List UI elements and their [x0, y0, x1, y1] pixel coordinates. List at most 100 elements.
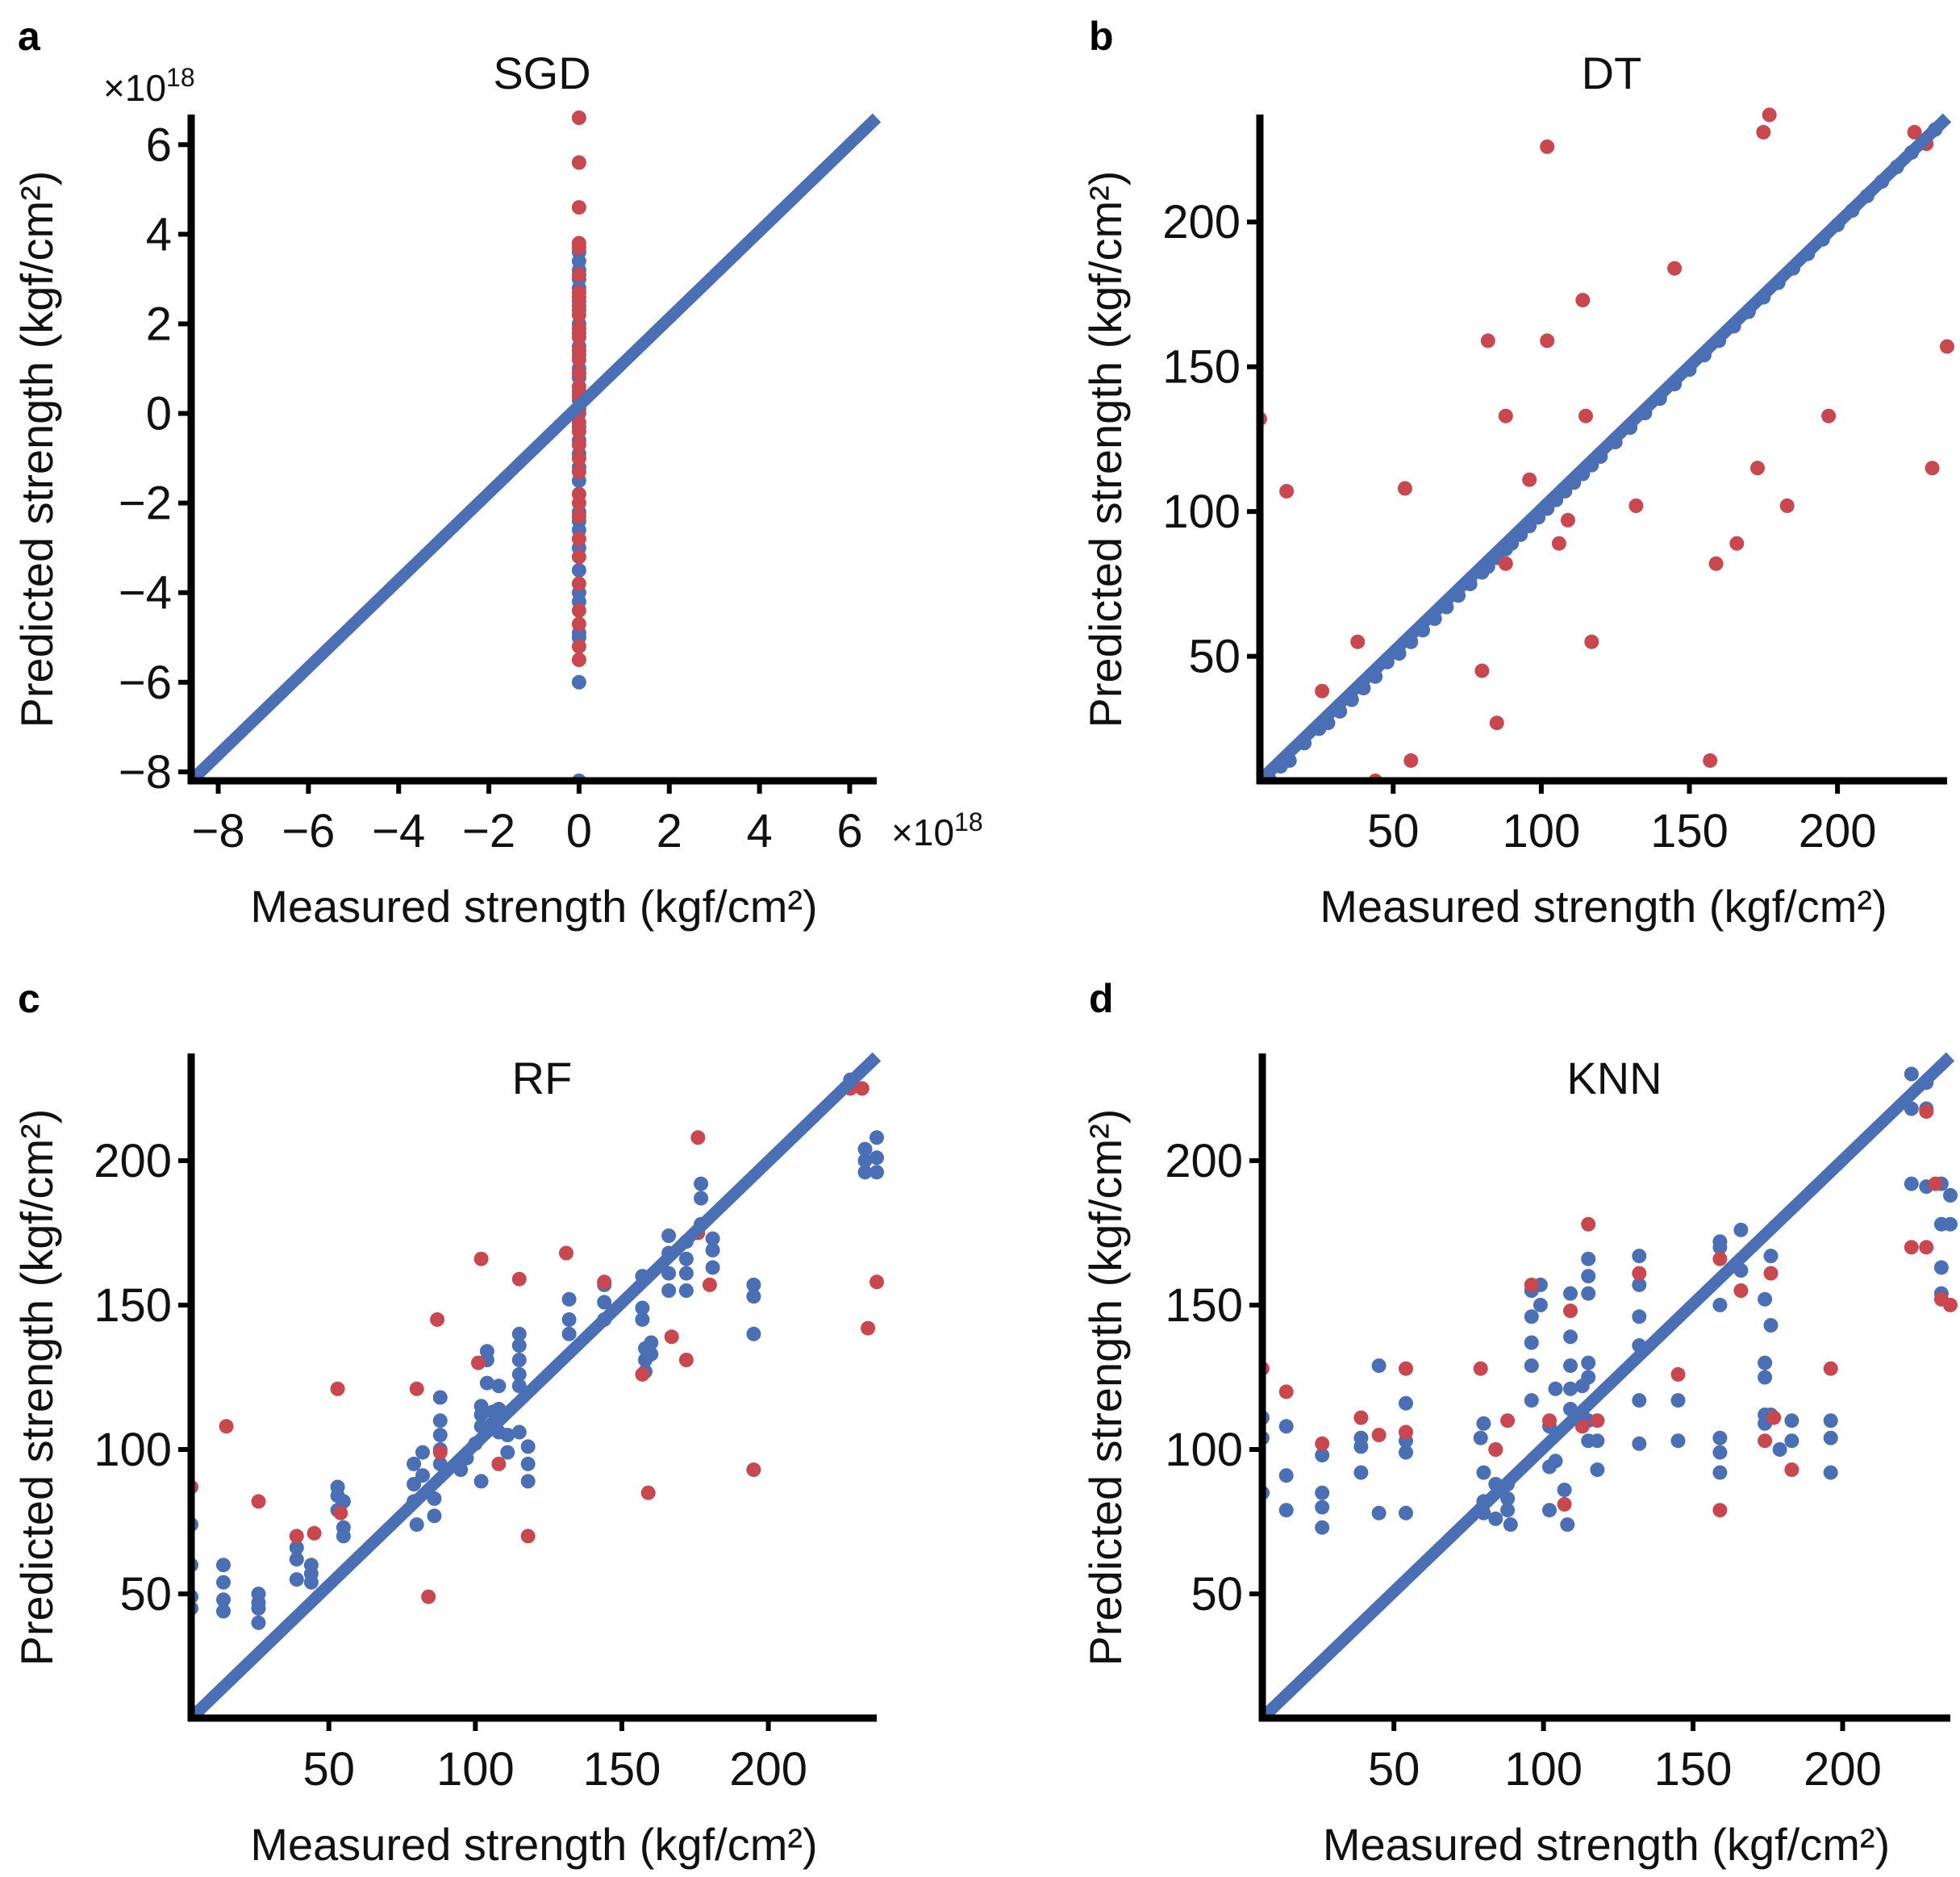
test-point — [1540, 139, 1555, 154]
test-point — [491, 1456, 507, 1471]
test-point — [571, 330, 586, 345]
train-point — [336, 1529, 351, 1544]
test-point — [1353, 1410, 1369, 1425]
test-point — [571, 437, 586, 453]
y-axis-title: Predicted strength (kgf/cm²) — [11, 1109, 62, 1666]
test-point — [1708, 556, 1724, 571]
test-point — [702, 1277, 717, 1292]
train-point — [511, 1353, 527, 1367]
test-point — [1542, 1413, 1557, 1429]
test-point — [861, 1320, 876, 1336]
train-point — [1784, 1413, 1799, 1429]
test-point — [219, 1419, 234, 1434]
train-point — [1315, 1500, 1330, 1515]
train-point — [644, 1346, 659, 1362]
train-point — [1632, 1249, 1647, 1264]
test-point — [251, 1494, 266, 1509]
test-point — [1350, 634, 1366, 649]
train-point — [1371, 1358, 1387, 1374]
train-point — [1399, 1505, 1413, 1520]
y-tick-label: 100 — [1162, 486, 1241, 538]
test-point — [571, 603, 586, 618]
train-point — [1278, 1468, 1294, 1483]
x-tick-label: 0 — [566, 805, 592, 857]
test-point — [471, 1355, 486, 1370]
train-point — [1315, 1448, 1330, 1463]
panel-label: a — [18, 14, 41, 59]
identity-line — [1258, 113, 1952, 782]
test-point — [1279, 484, 1295, 498]
train-point — [1823, 1430, 1838, 1445]
test-point — [1762, 107, 1777, 123]
test-point — [1904, 1240, 1919, 1255]
test-point — [511, 1271, 527, 1287]
test-point — [571, 111, 586, 125]
chart-title: RF — [512, 1053, 573, 1103]
test-point — [1779, 498, 1795, 513]
test-point — [289, 1529, 304, 1544]
chart-title: DT — [1582, 48, 1642, 98]
test-point — [1315, 1436, 1330, 1451]
train-point — [511, 1379, 527, 1394]
test-point — [571, 495, 586, 511]
train-point — [511, 1366, 527, 1382]
test-point — [409, 1381, 424, 1396]
x-tick-label: 200 — [1799, 805, 1877, 857]
train-point — [1473, 1430, 1488, 1445]
train-point — [1524, 1393, 1539, 1408]
train-point — [1670, 1393, 1686, 1408]
test-point — [1563, 1303, 1578, 1319]
train-point — [289, 1552, 304, 1567]
test-point — [1729, 536, 1745, 551]
train-point — [678, 1266, 694, 1281]
test-point — [1315, 683, 1330, 699]
test-point — [1524, 1277, 1539, 1292]
train-point — [869, 1150, 884, 1166]
train-point — [491, 1379, 507, 1394]
x-axis-title: Measured strength (kgf/cm²) — [250, 1819, 817, 1870]
train-point — [678, 1283, 694, 1298]
train-point — [251, 1600, 266, 1616]
test-point — [1498, 556, 1513, 571]
train-point — [289, 1540, 304, 1555]
test-point — [1278, 1384, 1294, 1399]
train-point — [432, 1428, 448, 1443]
test-point — [1784, 1462, 1799, 1478]
plot-area — [1258, 107, 1954, 782]
test-point — [571, 464, 586, 479]
panel-label: b — [1089, 14, 1114, 59]
train-point — [1500, 1503, 1516, 1518]
x-tick-label: 100 — [1504, 1743, 1583, 1796]
test-point — [571, 532, 586, 547]
test-point — [1578, 408, 1593, 423]
x-tick-label: 4 — [746, 805, 772, 857]
train-point — [1943, 1187, 1958, 1203]
test-point — [1489, 715, 1504, 731]
test-point — [571, 549, 586, 565]
train-point — [1581, 1355, 1596, 1370]
test-point — [1758, 1433, 1773, 1449]
train-point — [500, 1428, 515, 1443]
y-tick-label: 100 — [1165, 1424, 1243, 1476]
train-point — [561, 1326, 577, 1341]
train-point — [1632, 1393, 1647, 1408]
train-point — [1503, 1517, 1518, 1533]
train-point — [520, 1439, 536, 1454]
train-point — [1904, 1176, 1919, 1191]
test-point — [1756, 124, 1771, 140]
test-point — [1590, 1413, 1605, 1429]
train-point — [1581, 1370, 1596, 1385]
test-point — [1940, 339, 1954, 354]
train-point — [1524, 1309, 1539, 1324]
y-tick-label: 200 — [1165, 1135, 1243, 1187]
y-tick-label: 0 — [146, 388, 172, 440]
train-point — [1712, 1240, 1728, 1255]
train-point — [746, 1289, 761, 1304]
y-tick-label: 2 — [146, 298, 172, 350]
test-point — [1474, 663, 1490, 678]
train-point — [1772, 1442, 1787, 1457]
train-point — [869, 1165, 884, 1180]
plot-area — [190, 111, 882, 782]
train-point — [1500, 1491, 1516, 1506]
train-point — [1632, 1277, 1647, 1292]
